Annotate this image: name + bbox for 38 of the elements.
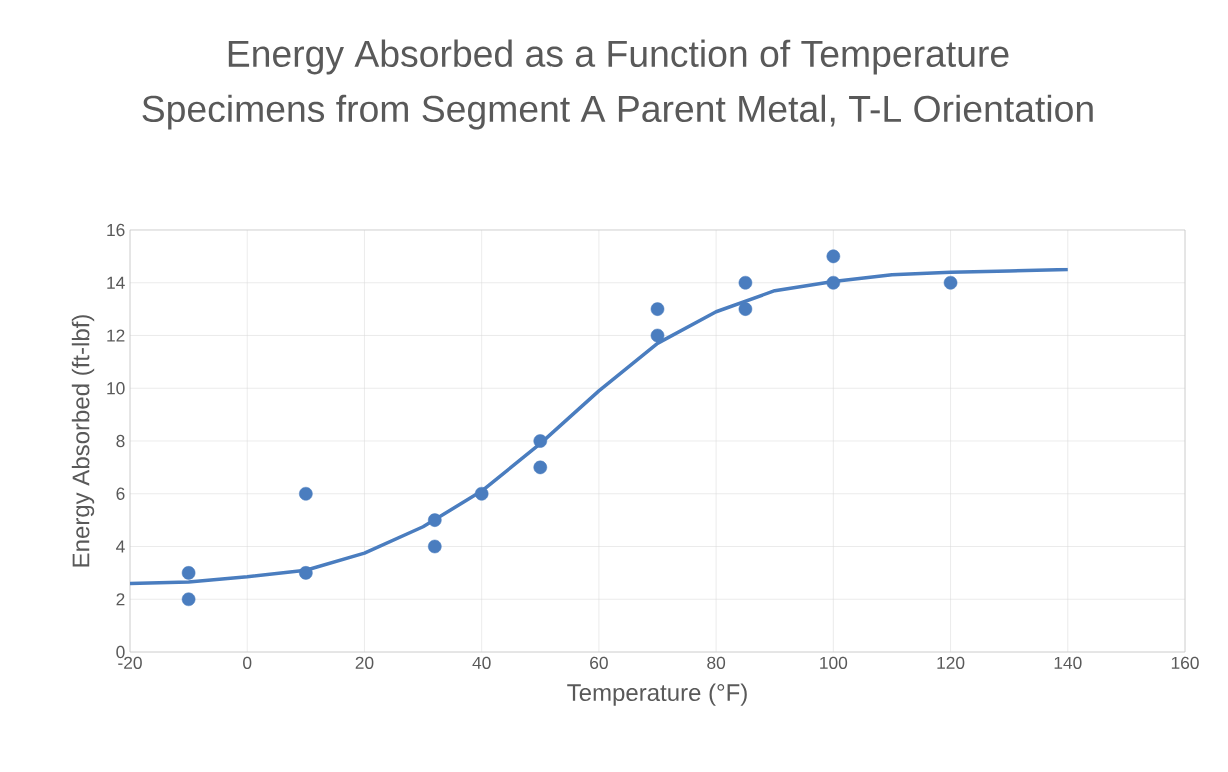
- y-tick-label: 12: [107, 329, 125, 342]
- y-tick-label: 10: [107, 382, 125, 395]
- point: [428, 539, 442, 554]
- x-tick-label: 140: [1054, 656, 1082, 669]
- point: [533, 460, 548, 475]
- y-tick-label: 16: [107, 223, 125, 237]
- x-tick-label: 120: [937, 656, 965, 669]
- point: [533, 434, 548, 448]
- y-tick-label: 4: [116, 540, 125, 553]
- y-tick-label: 2: [116, 593, 125, 606]
- y-axis-title: Energy Absorbed (ft-lbf): [71, 315, 95, 567]
- point: [650, 328, 665, 343]
- line-series: [130, 267, 1070, 586]
- y-tick-label: 6: [116, 487, 125, 500]
- point: [181, 592, 196, 607]
- point: [943, 275, 958, 290]
- point: [428, 513, 442, 527]
- x-tick-label: 40: [472, 656, 491, 669]
- point: [181, 566, 196, 580]
- point: [826, 249, 841, 264]
- point: [299, 566, 313, 580]
- x-tick-label: 80: [707, 656, 726, 669]
- point: [474, 486, 489, 501]
- y-tick-label: 14: [107, 276, 125, 289]
- point: [299, 486, 313, 501]
- point: [826, 275, 841, 290]
- x-tick-label: 0: [243, 656, 252, 669]
- point: [738, 275, 753, 290]
- x-tick-label: 20: [355, 656, 374, 669]
- x-axis-title: Temperature (°F): [567, 683, 747, 706]
- x-tick-label: 100: [820, 656, 848, 669]
- x-tick-label: 160: [1171, 656, 1199, 669]
- x-tick-label: 60: [590, 656, 608, 669]
- point: [650, 302, 665, 316]
- chart-subtitle: Specimens from Segment A Parent Metal, T-L Orientation: [142, 94, 1093, 130]
- chart-title: Energy Absorbed as a Function of Temperature: [228, 39, 1009, 75]
- point: [738, 302, 753, 316]
- y-tick-label: 8: [116, 434, 125, 448]
